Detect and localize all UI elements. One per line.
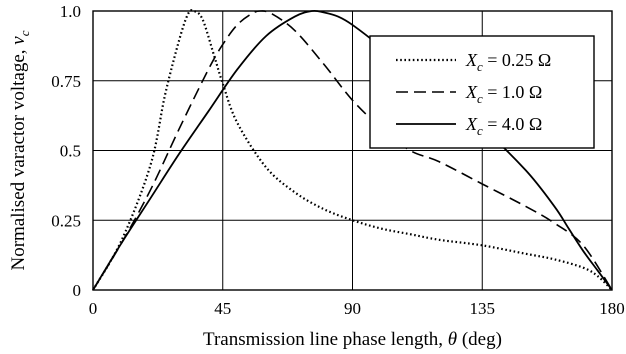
legend-label: Xc = 0.25 Ω — [465, 50, 551, 74]
series-line-dashed — [92, 10, 613, 291]
x-axis-title-text: Transmission line phase length, — [203, 329, 448, 350]
x-tick-label: 135 — [470, 299, 496, 318]
y-tick-label: 0 — [73, 281, 82, 300]
x-axis-title-unit: (deg) — [457, 329, 502, 350]
x-axis-title: Transmission line phase length, θ (deg) — [203, 329, 502, 350]
legend-label: Xc = 1.0 Ω — [465, 82, 542, 106]
y-tick-label: 1.0 — [60, 2, 81, 21]
legend: Xc = 0.25 Ω Xc = 1.0 Ω Xc = 4.0 Ω — [369, 35, 595, 149]
x-tick-label: 180 — [599, 299, 625, 318]
y-tick-label: 0.25 — [51, 211, 81, 230]
y-axis-title-var: v — [8, 36, 29, 45]
x-tick-label: 0 — [89, 299, 98, 318]
plot-frame — [92, 10, 613, 291]
legend-label: Xc = 4.0 Ω — [465, 114, 542, 138]
y-tick-label: 0.5 — [60, 142, 81, 161]
x-axis-title-var: θ — [448, 329, 457, 350]
x-tick-label: 45 — [214, 299, 231, 318]
series-line-solid — [92, 9, 613, 291]
y-axis-title: Normalised varactor voltage, vc — [8, 30, 32, 270]
y-tick-label: 0.75 — [51, 72, 81, 91]
tick-layer: 0 45 90 135 180 0 0.25 0.5 0.75 1.0 — [51, 2, 625, 318]
curve-layer — [92, 9, 613, 291]
series-line-dotted — [92, 9, 613, 291]
y-axis-title-sub: c — [17, 30, 32, 36]
legend-entries: Xc = 0.25 Ω Xc = 1.0 Ω Xc = 4.0 Ω — [396, 50, 551, 138]
x-tick-label: 90 — [344, 299, 361, 318]
y-axis-title-text: Normalised varactor voltage, — [8, 45, 29, 271]
